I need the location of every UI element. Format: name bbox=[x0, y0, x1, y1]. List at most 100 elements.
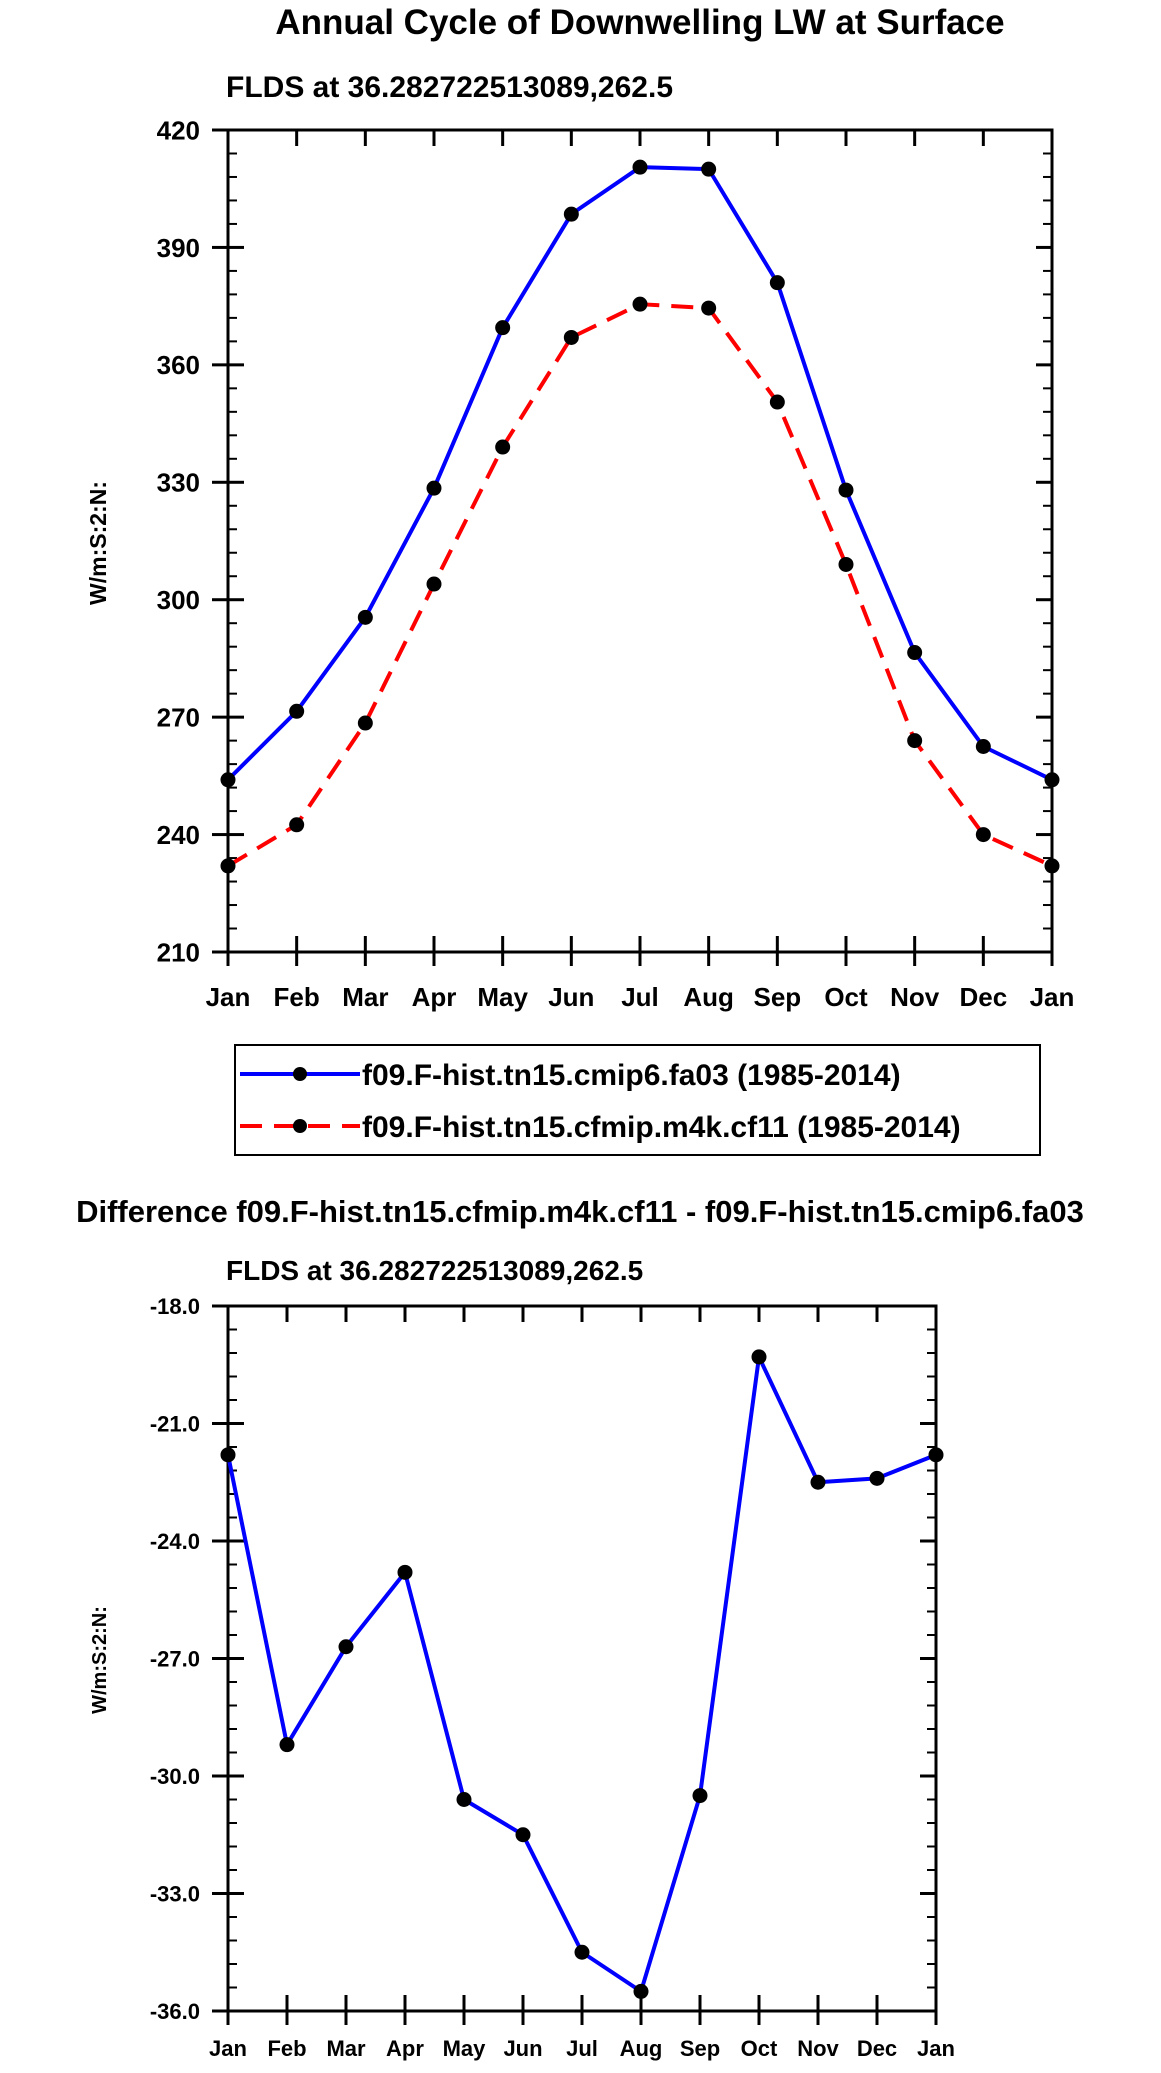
y-axis-label: W/m:S:2:N: bbox=[89, 1606, 111, 1714]
data-point-series-0 bbox=[869, 1470, 885, 1486]
y-tick-label: -27.0 bbox=[150, 1646, 200, 1671]
plot-frame bbox=[226, 1304, 938, 2013]
x-tick-label: Jul bbox=[621, 982, 659, 1012]
y-tick-label: -33.0 bbox=[150, 1881, 200, 1906]
data-point-series-0 bbox=[563, 206, 579, 222]
series-line-0 bbox=[226, 1354, 937, 1994]
data-point-series-0 bbox=[495, 320, 511, 336]
data-point-series-1 bbox=[769, 394, 785, 410]
series-line-0 bbox=[226, 165, 1053, 782]
x-tick-label: Apr bbox=[386, 2036, 424, 2061]
y-tick-label: -18.0 bbox=[150, 1294, 200, 1319]
data-point-series-0 bbox=[769, 275, 785, 291]
y-tick-label: -36.0 bbox=[150, 1999, 200, 2024]
x-tick-label: Aug bbox=[620, 2036, 663, 2061]
y-axis-label: W/m:S:2:N: bbox=[85, 481, 111, 605]
legend-label-cmip6: f09.F-hist.tn15.cmip6.fa03 (1985-2014) bbox=[362, 1059, 901, 1092]
x-tick-label: Jan bbox=[1030, 982, 1075, 1012]
legend-marker-cmip6 bbox=[293, 1067, 307, 1081]
data-point-series-0 bbox=[220, 772, 236, 788]
data-point-series-1 bbox=[975, 827, 991, 843]
x-tick-label: May bbox=[477, 982, 528, 1012]
data-point-series-1 bbox=[357, 715, 373, 731]
y-tick-label: -21.0 bbox=[150, 1411, 200, 1436]
y-tick-label: 420 bbox=[157, 115, 200, 145]
data-point-series-0 bbox=[289, 703, 305, 719]
data-point-series-0 bbox=[426, 480, 442, 496]
data-point-series-0 bbox=[975, 739, 991, 754]
data-point-series-0 bbox=[633, 1983, 649, 1999]
data-point-series-0 bbox=[810, 1474, 826, 1490]
data-point-series-0 bbox=[220, 1447, 236, 1463]
x-tick-label: Oct bbox=[741, 2036, 778, 2061]
data-point-series-1 bbox=[701, 300, 717, 316]
y-tick-label: -24.0 bbox=[150, 1529, 200, 1554]
x-tick-label: Aug bbox=[683, 982, 734, 1012]
x-tick-label: Dec bbox=[857, 2036, 897, 2061]
x-tick-label: Nov bbox=[797, 2036, 839, 2061]
x-tick-label: Jun bbox=[503, 2036, 542, 2061]
data-point-series-0 bbox=[456, 1792, 472, 1807]
data-point-series-1 bbox=[426, 576, 442, 592]
x-tick-label: Jan bbox=[209, 2036, 247, 2061]
data-point-series-0 bbox=[907, 645, 923, 661]
data-point-series-0 bbox=[701, 161, 717, 177]
data-point-series-0 bbox=[279, 1737, 295, 1753]
x-tick-label: Sep bbox=[680, 2036, 720, 2061]
data-point-series-1 bbox=[1044, 858, 1060, 874]
y-tick-label: 330 bbox=[157, 468, 200, 498]
legend-marker-m4k bbox=[293, 1119, 307, 1133]
data-point-series-1 bbox=[289, 817, 305, 833]
x-tick-labels: Jan Feb Mar Apr May Jun Jul Aug Sep Oct Nov Dec Jan bbox=[209, 2036, 955, 2061]
data-point-series-0 bbox=[928, 1447, 944, 1463]
x-tick-label: Oct bbox=[824, 982, 868, 1012]
data-point-series-0 bbox=[357, 609, 373, 625]
legend-label-m4k: f09.F-hist.tn15.cfmip.m4k.cf11 (1985-201… bbox=[362, 1111, 961, 1144]
data-point-series-0 bbox=[1044, 772, 1060, 788]
axis-ticks bbox=[212, 128, 1054, 966]
data-point-series-0 bbox=[751, 1349, 767, 1365]
x-tick-label: Jul bbox=[566, 2036, 598, 2061]
data-point-series-1 bbox=[907, 733, 923, 749]
x-tick-labels: Jan Feb Mar Apr May Jun Jul Aug Sep Oct Nov Dec Jan bbox=[206, 982, 1075, 1012]
x-tick-label: Nov bbox=[890, 982, 940, 1012]
data-point-series-1 bbox=[632, 296, 648, 312]
data-point-series-1 bbox=[838, 556, 854, 572]
x-tick-label: Sep bbox=[753, 982, 801, 1012]
difference-chart: Difference f09.F-hist.tn15.cfmip.m4k.cf1… bbox=[76, 1194, 1084, 2061]
series-line-1 bbox=[226, 302, 1053, 868]
series-group bbox=[220, 159, 1060, 874]
data-point-series-0 bbox=[632, 159, 648, 175]
x-tick-label: Mar bbox=[326, 2036, 366, 2061]
x-tick-label: Dec bbox=[959, 982, 1007, 1012]
x-tick-label: Feb bbox=[267, 2036, 306, 2061]
data-point-series-1 bbox=[220, 858, 236, 874]
chart-title: Difference f09.F-hist.tn15.cfmip.m4k.cf1… bbox=[76, 1194, 1084, 1229]
x-tick-label: Apr bbox=[412, 982, 457, 1012]
series-group bbox=[220, 1349, 944, 1999]
data-point-series-0 bbox=[574, 1944, 590, 1960]
x-tick-label: Mar bbox=[342, 982, 388, 1012]
y-tick-labels: -36.0 -33.0 -30.0 -27.0 -24.0 -21.0 -18.0 bbox=[150, 1294, 200, 2024]
y-tick-label: 210 bbox=[157, 937, 200, 967]
x-tick-label: Jan bbox=[206, 982, 251, 1012]
data-point-series-0 bbox=[397, 1564, 413, 1580]
data-point-series-0 bbox=[838, 482, 854, 498]
y-tick-label: 390 bbox=[157, 233, 200, 263]
y-tick-label: 270 bbox=[157, 703, 200, 733]
y-tick-labels: 210 240 270 300 330 360 390 420 bbox=[157, 115, 200, 967]
data-point-series-1 bbox=[563, 329, 579, 345]
x-tick-label: Jan bbox=[917, 2036, 955, 2061]
y-tick-label: 240 bbox=[157, 820, 200, 850]
y-tick-label: -30.0 bbox=[150, 1764, 200, 1789]
annual-cycle-chart: Annual Cycle of Downwelling LW at Surfac… bbox=[85, 3, 1075, 1156]
legend: f09.F-hist.tn15.cmip6.fa03 (1985-2014) f… bbox=[234, 1044, 1041, 1156]
legend-box bbox=[234, 1044, 1041, 1156]
chart-subtitle: FLDS at 36.282722513089,262.5 bbox=[226, 71, 673, 104]
chart-subtitle: FLDS at 36.282722513089,262.5 bbox=[226, 1255, 643, 1286]
chart-title: Annual Cycle of Downwelling LW at Surfac… bbox=[275, 3, 1004, 42]
x-tick-label: Feb bbox=[274, 982, 320, 1012]
axis-ticks bbox=[212, 1304, 938, 2025]
y-tick-label: 360 bbox=[157, 350, 200, 380]
